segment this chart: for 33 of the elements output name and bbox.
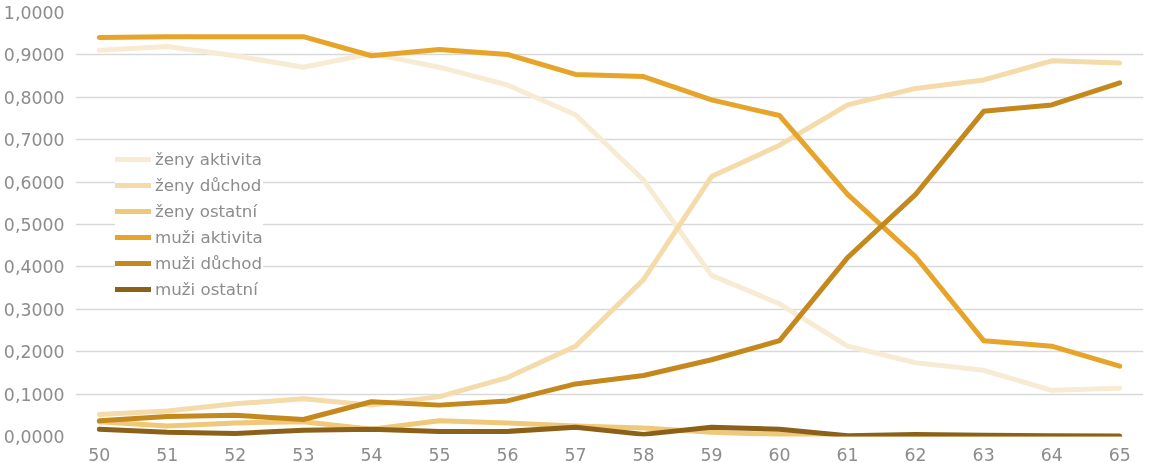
- x-tick-label: 54: [360, 444, 383, 463]
- x-tick-label: 58: [632, 444, 655, 463]
- y-tick-label: 0,2000: [3, 342, 65, 363]
- legend-label: muži ostatní: [155, 279, 258, 299]
- x-tick-label: 51: [156, 444, 179, 463]
- y-tick-label: 0,4000: [3, 257, 65, 278]
- y-tick-label: 0,6000: [3, 172, 65, 193]
- x-tick-label: 64: [1040, 444, 1063, 463]
- x-tick-label: 60: [768, 444, 791, 463]
- y-tick-label: 0,5000: [3, 215, 65, 235]
- legend-label: muži důchod: [155, 253, 263, 273]
- x-tick-label: 61: [836, 444, 859, 463]
- y-tick-label: 0,1000: [3, 384, 65, 405]
- x-tick-label: 63: [972, 444, 995, 463]
- y-tick-label: 0,8000: [3, 87, 65, 108]
- y-tick-label: 0,7000: [3, 130, 65, 151]
- y-tick-label: 0,3000: [3, 299, 65, 320]
- x-tick-label: 57: [564, 444, 587, 463]
- legend-label: muži aktivita: [155, 227, 263, 247]
- y-tick-label: 1,0000: [3, 3, 65, 23]
- y-tick-label: 0,9000: [3, 45, 65, 66]
- x-tick-label: 59: [700, 444, 723, 463]
- legend-label: ženy důchod: [155, 175, 262, 195]
- x-tick-label: 62: [904, 444, 927, 463]
- legend-label: ženy aktivita: [155, 149, 262, 169]
- legend-label: ženy ostatní: [155, 201, 258, 221]
- x-tick-label: 50: [88, 444, 111, 463]
- x-tick-label: 53: [292, 444, 315, 463]
- x-tick-label: 52: [224, 444, 247, 463]
- y-tick-label: 0,0000: [3, 427, 65, 447]
- x-tick-label: 55: [428, 444, 451, 463]
- x-tick-label: 65: [1108, 444, 1131, 463]
- x-tick-label: 56: [496, 444, 519, 463]
